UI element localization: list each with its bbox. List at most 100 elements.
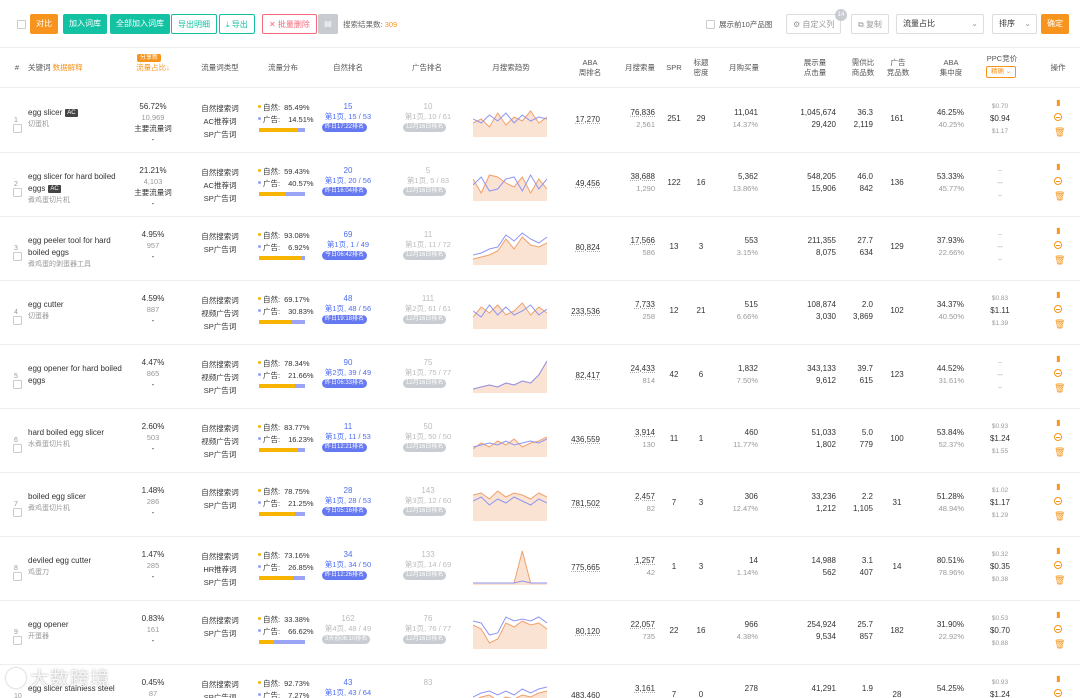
monthly-trend-sparkline[interactable] <box>473 485 547 521</box>
monthly-search-value[interactable]: 2,457 <box>634 492 655 501</box>
sort-order-select[interactable]: 排序 ⌄ <box>992 14 1037 34</box>
filter-icon-button[interactable]: ▤ <box>318 14 338 34</box>
aba-rank-value[interactable]: 233,536 <box>571 307 600 316</box>
monthly-trend-sparkline[interactable] <box>473 101 547 137</box>
ad-rank[interactable]: 83 <box>423 678 433 687</box>
monthly-search-value[interactable]: 3,161 <box>634 684 655 693</box>
ad-rank[interactable]: 111 <box>421 294 435 303</box>
natural-rank[interactable]: 11 <box>343 422 353 431</box>
more-icon[interactable] <box>1054 497 1062 505</box>
monthly-trend-sparkline[interactable] <box>473 421 547 457</box>
aba-rank-value[interactable]: 49,456 <box>575 179 600 188</box>
more-icon[interactable] <box>1054 113 1062 121</box>
select-all-checkbox[interactable] <box>17 20 26 29</box>
monthly-search-value[interactable]: 17,566 <box>630 236 655 245</box>
keyword-link[interactable]: egg opener <box>28 619 123 631</box>
add-to-lib-button[interactable]: 加入词库 <box>63 14 107 34</box>
show-top10-checkbox[interactable] <box>706 20 715 29</box>
row-checkbox[interactable] <box>13 444 22 453</box>
trash-icon[interactable]: 🗑 <box>1054 575 1066 585</box>
export-button[interactable]: ⤓ 导出 <box>219 14 255 34</box>
aba-rank-value[interactable]: 80,824 <box>575 243 600 252</box>
batch-delete-button[interactable]: ✕ 批量删除 <box>262 14 317 34</box>
ppc-exact-dropdown[interactable]: 精确 ⌄ <box>986 66 1016 78</box>
bar-chart-icon[interactable]: ▮ <box>1056 162 1061 171</box>
bar-chart-icon[interactable]: ▮ <box>1056 610 1061 619</box>
monthly-trend-sparkline[interactable] <box>473 549 547 585</box>
data-explain-link[interactable]: 数据解释 <box>52 63 83 72</box>
copy-button[interactable]: ⧉ 复制 <box>851 14 889 34</box>
bar-chart-icon[interactable]: ▮ <box>1056 674 1061 683</box>
monthly-search-value[interactable]: 24,433 <box>630 364 655 373</box>
trash-icon[interactable]: 🗑 <box>1054 511 1066 521</box>
natural-rank[interactable]: 43 <box>343 678 353 687</box>
aba-rank-value[interactable]: 82,417 <box>575 371 600 380</box>
aba-rank-value[interactable]: 436,559 <box>571 435 600 444</box>
trash-icon[interactable]: 🗑 <box>1054 127 1066 137</box>
bar-chart-icon[interactable]: ▮ <box>1056 226 1061 235</box>
natural-rank[interactable]: 20 <box>343 166 353 175</box>
keyword-link[interactable]: boiled egg slicer <box>28 491 123 503</box>
natural-rank[interactable]: 15 <box>343 102 353 111</box>
monthly-trend-sparkline[interactable] <box>473 165 547 201</box>
custom-columns-button[interactable]: ⚙ 自定义列 <box>786 14 842 34</box>
keyword-link[interactable]: deviled egg cutter <box>28 555 123 567</box>
bar-chart-icon[interactable]: ▮ <box>1056 290 1061 299</box>
natural-rank[interactable]: 34 <box>343 550 353 559</box>
sort-field-select[interactable]: 流量占比 ⌄ <box>896 14 984 34</box>
bar-chart-icon[interactable]: ▮ <box>1056 418 1061 427</box>
row-checkbox[interactable] <box>13 380 22 389</box>
confirm-button[interactable]: 确定 <box>1041 14 1069 34</box>
monthly-search-value[interactable]: 38,688 <box>630 172 655 181</box>
bar-chart-icon[interactable]: ▮ <box>1056 98 1061 107</box>
ad-rank[interactable]: 143 <box>421 486 435 495</box>
keyword-link[interactable]: hard boiled egg slicer <box>28 427 123 439</box>
bar-chart-icon[interactable]: ▮ <box>1056 546 1061 555</box>
ad-rank[interactable]: 133 <box>421 550 435 559</box>
aba-rank-value[interactable]: 17,270 <box>575 115 600 124</box>
trash-icon[interactable]: 🗑 <box>1054 383 1066 393</box>
bar-chart-icon[interactable]: ▮ <box>1056 354 1061 363</box>
more-icon[interactable] <box>1054 305 1062 313</box>
row-checkbox[interactable] <box>13 636 22 645</box>
ad-rank[interactable]: 75 <box>423 358 433 367</box>
natural-rank[interactable]: 90 <box>343 358 353 367</box>
trash-icon[interactable]: 🗑 <box>1054 255 1066 265</box>
row-checkbox[interactable] <box>13 188 22 197</box>
ad-rank[interactable]: 11 <box>423 230 433 239</box>
monthly-trend-sparkline[interactable] <box>473 677 547 698</box>
monthly-search-value[interactable]: 22,057 <box>630 620 655 629</box>
more-icon[interactable] <box>1054 241 1062 249</box>
aba-rank-value[interactable]: 483,460 <box>571 691 600 698</box>
keyword-link[interactable]: egg cutter <box>28 299 123 311</box>
aba-rank-value[interactable]: 775,665 <box>571 563 600 572</box>
keyword-link[interactable]: egg opener for hard boiled eggs <box>28 363 123 387</box>
trash-icon[interactable]: 🗑 <box>1054 191 1066 201</box>
keyword-link[interactable]: egg slicer for hard boiled eggs AC <box>28 171 123 195</box>
ad-rank[interactable]: 76 <box>423 614 433 623</box>
monthly-search-value[interactable]: 1,257 <box>634 556 655 565</box>
row-checkbox[interactable] <box>13 252 22 261</box>
natural-rank[interactable]: 162 <box>341 614 355 623</box>
monthly-search-value[interactable]: 3,914 <box>634 428 655 437</box>
aba-rank-value[interactable]: 781,502 <box>571 499 600 508</box>
natural-rank[interactable]: 48 <box>343 294 353 303</box>
monthly-search-value[interactable]: 7,733 <box>634 300 655 309</box>
more-icon[interactable] <box>1054 433 1062 441</box>
more-icon[interactable] <box>1054 177 1062 185</box>
natural-rank[interactable]: 28 <box>343 486 353 495</box>
monthly-trend-sparkline[interactable] <box>473 229 547 265</box>
keyword-link[interactable]: egg slicer stainless steel <box>28 683 123 695</box>
more-icon[interactable] <box>1054 561 1062 569</box>
col-traffic-share[interactable]: 流量占比↓ <box>128 63 178 73</box>
monthly-trend-sparkline[interactable] <box>473 357 547 393</box>
monthly-search-value[interactable]: 76,836 <box>630 108 655 117</box>
row-checkbox[interactable] <box>13 316 22 325</box>
more-icon[interactable] <box>1054 369 1062 377</box>
more-icon[interactable] <box>1054 625 1062 633</box>
row-checkbox[interactable] <box>13 508 22 517</box>
trash-icon[interactable]: 🗑 <box>1054 447 1066 457</box>
export-detail-button[interactable]: 导出明细 <box>171 14 217 34</box>
bar-chart-icon[interactable]: ▮ <box>1056 482 1061 491</box>
trash-icon[interactable]: 🗑 <box>1054 639 1066 649</box>
